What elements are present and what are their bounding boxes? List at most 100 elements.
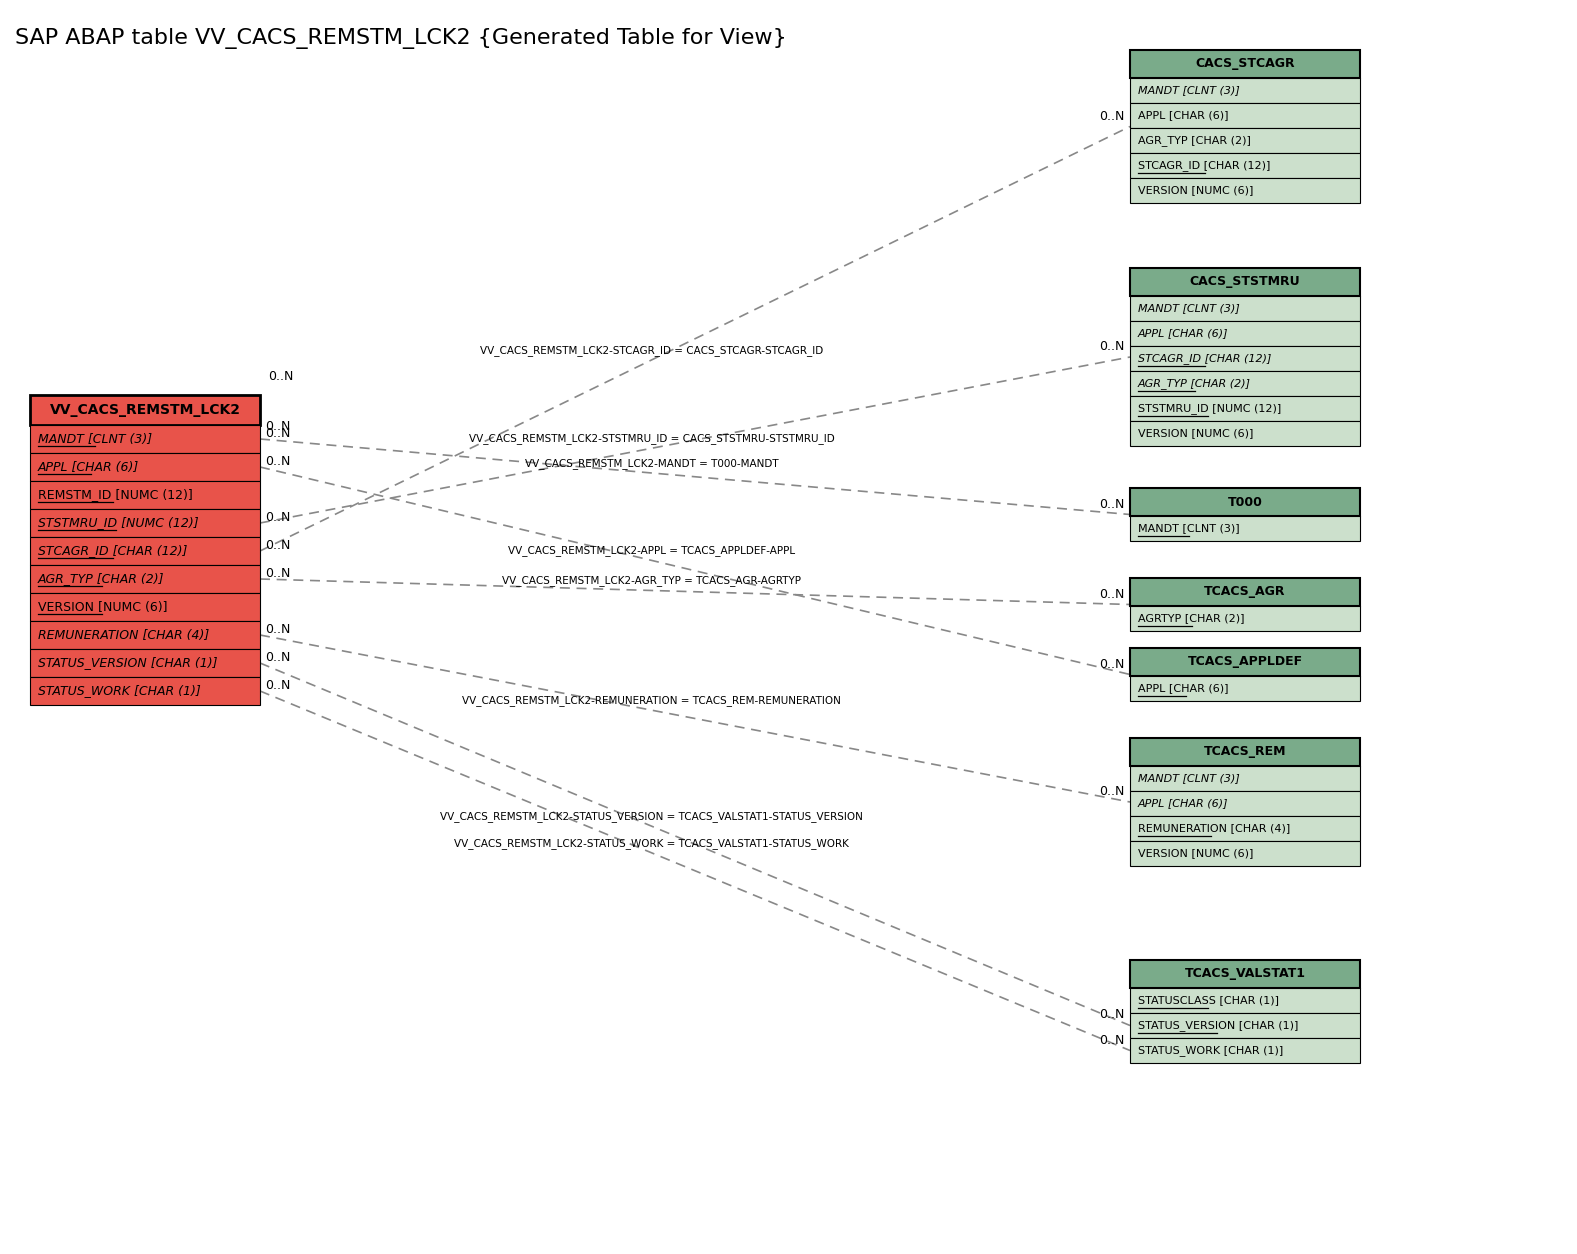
Bar (1131, 103, 1359, 128)
Bar (1131, 578, 1359, 606)
Text: 0..N: 0..N (265, 428, 290, 440)
Text: APPL [CHAR (6)]: APPL [CHAR (6)] (1139, 799, 1228, 809)
Bar (1131, 816, 1359, 841)
Text: VV_CACS_REMSTM_LCK2-REMUNERATION = TCACS_REM-REMUNERATION: VV_CACS_REMSTM_LCK2-REMUNERATION = TCACS… (462, 695, 841, 706)
Bar (30, 677, 260, 705)
Text: 0..N: 0..N (1099, 1033, 1124, 1047)
Text: 0..N: 0..N (1099, 340, 1124, 352)
Text: VV_CACS_REMSTM_LCK2-STCAGR_ID = CACS_STCAGR-STCAGR_ID: VV_CACS_REMSTM_LCK2-STCAGR_ID = CACS_STC… (479, 345, 823, 356)
Bar (1131, 50, 1359, 78)
Text: REMUNERATION [CHAR (4)]: REMUNERATION [CHAR (4)] (1139, 824, 1290, 834)
Text: STCAGR_ID [CHAR (12)]: STCAGR_ID [CHAR (12)] (1139, 161, 1271, 171)
Bar (1131, 321, 1359, 346)
Text: 0..N: 0..N (1099, 657, 1124, 671)
Bar (30, 509, 260, 537)
Bar (1131, 128, 1359, 153)
Text: CACS_STSTMRU: CACS_STSTMRU (1189, 276, 1301, 288)
Text: STSTMRU_ID [NUMC (12)]: STSTMRU_ID [NUMC (12)] (38, 517, 199, 529)
Bar (30, 453, 260, 482)
Bar (1131, 961, 1359, 988)
Text: VV_CACS_REMSTM_LCK2-STATUS_VERSION = TCACS_VALSTAT1-STATUS_VERSION: VV_CACS_REMSTM_LCK2-STATUS_VERSION = TCA… (440, 811, 863, 823)
Text: AGR_TYP [CHAR (2)]: AGR_TYP [CHAR (2)] (38, 573, 164, 586)
Bar (30, 593, 260, 621)
Text: VERSION [NUMC (6)]: VERSION [NUMC (6)] (1139, 849, 1254, 859)
Text: 0..N: 0..N (265, 420, 290, 433)
Text: 0..N: 0..N (265, 678, 290, 692)
Bar (1131, 268, 1359, 296)
Text: VV_CACS_REMSTM_LCK2-STSTMRU_ID = CACS_STSTMRU-STSTMRU_ID: VV_CACS_REMSTM_LCK2-STSTMRU_ID = CACS_ST… (468, 434, 834, 444)
Bar (1131, 153, 1359, 178)
Text: TCACS_VALSTAT1: TCACS_VALSTAT1 (1184, 968, 1306, 981)
Text: 0..N: 0..N (265, 651, 290, 665)
Bar (1131, 766, 1359, 791)
Text: 0..N: 0..N (265, 623, 290, 636)
Bar (1131, 296, 1359, 321)
Bar (1131, 791, 1359, 816)
Text: VV_CACS_REMSTM_LCK2-MANDT = T000-MANDT: VV_CACS_REMSTM_LCK2-MANDT = T000-MANDT (525, 458, 779, 469)
Bar (1131, 676, 1359, 701)
Text: VERSION [NUMC (6)]: VERSION [NUMC (6)] (38, 601, 167, 613)
Bar (1131, 178, 1359, 203)
Text: CACS_STCAGR: CACS_STCAGR (1195, 58, 1295, 70)
Text: VV_CACS_REMSTM_LCK2-APPL = TCACS_APPLDEF-APPL: VV_CACS_REMSTM_LCK2-APPL = TCACS_APPLDEF… (508, 545, 795, 557)
Text: 0..N: 0..N (265, 539, 290, 552)
Text: APPL [CHAR (6)]: APPL [CHAR (6)] (1139, 683, 1228, 693)
Text: STATUS_VERSION [CHAR (1)]: STATUS_VERSION [CHAR (1)] (38, 657, 218, 670)
Text: T000: T000 (1227, 495, 1263, 509)
Bar (1131, 515, 1359, 540)
Text: 0..N: 0..N (265, 567, 290, 581)
Text: STCAGR_ID [CHAR (12)]: STCAGR_ID [CHAR (12)] (38, 544, 188, 558)
Text: AGR_TYP [CHAR (2)]: AGR_TYP [CHAR (2)] (1139, 377, 1251, 389)
Bar (1131, 488, 1359, 515)
Bar (1131, 648, 1359, 676)
Bar (1131, 1038, 1359, 1063)
Bar (1131, 371, 1359, 396)
Text: STCAGR_ID [CHAR (12)]: STCAGR_ID [CHAR (12)] (1139, 354, 1271, 364)
Text: STATUS_VERSION [CHAR (1)]: STATUS_VERSION [CHAR (1)] (1139, 1020, 1298, 1031)
Text: REMSTM_ID [NUMC (12)]: REMSTM_ID [NUMC (12)] (38, 489, 192, 502)
Bar (1131, 739, 1359, 766)
Text: REMUNERATION [CHAR (4)]: REMUNERATION [CHAR (4)] (38, 628, 210, 642)
Bar (1131, 346, 1359, 371)
Bar (1131, 421, 1359, 446)
Text: STATUS_WORK [CHAR (1)]: STATUS_WORK [CHAR (1)] (1139, 1045, 1284, 1056)
Text: MANDT [CLNT (3)]: MANDT [CLNT (3)] (1139, 303, 1240, 314)
Bar (1131, 988, 1359, 1013)
Text: VV_CACS_REMSTM_LCK2-STATUS_WORK = TCACS_VALSTAT1-STATUS_WORK: VV_CACS_REMSTM_LCK2-STATUS_WORK = TCACS_… (454, 838, 848, 849)
Bar (1131, 606, 1359, 631)
Text: APPL [CHAR (6)]: APPL [CHAR (6)] (1139, 110, 1228, 120)
Bar (30, 621, 260, 650)
Text: VERSION [NUMC (6)]: VERSION [NUMC (6)] (1139, 186, 1254, 196)
Text: 0..N: 0..N (268, 370, 293, 384)
Bar (30, 395, 260, 425)
Text: APPL [CHAR (6)]: APPL [CHAR (6)] (1139, 329, 1228, 339)
Text: MANDT [CLNT (3)]: MANDT [CLNT (3)] (1139, 523, 1240, 533)
Text: 0..N: 0..N (265, 455, 290, 468)
Text: VERSION [NUMC (6)]: VERSION [NUMC (6)] (1139, 429, 1254, 439)
Text: TCACS_AGR: TCACS_AGR (1205, 586, 1285, 598)
Text: AGR_TYP [CHAR (2)]: AGR_TYP [CHAR (2)] (1139, 135, 1251, 145)
Text: VV_CACS_REMSTM_LCK2: VV_CACS_REMSTM_LCK2 (49, 403, 241, 418)
Bar (30, 425, 260, 453)
Bar (30, 650, 260, 677)
Text: TCACS_APPLDEF: TCACS_APPLDEF (1187, 656, 1303, 668)
Bar (1131, 841, 1359, 867)
Text: MANDT [CLNT (3)]: MANDT [CLNT (3)] (1139, 774, 1240, 784)
Text: STATUSCLASS [CHAR (1)]: STATUSCLASS [CHAR (1)] (1139, 996, 1279, 1006)
Bar (30, 566, 260, 593)
Text: MANDT [CLNT (3)]: MANDT [CLNT (3)] (1139, 85, 1240, 95)
Bar (30, 482, 260, 509)
Bar (1131, 1013, 1359, 1038)
Text: APPL [CHAR (6)]: APPL [CHAR (6)] (38, 460, 139, 474)
Text: 0..N: 0..N (1099, 109, 1124, 123)
Text: 0..N: 0..N (1099, 785, 1124, 798)
Bar (1131, 396, 1359, 421)
Text: AGRTYP [CHAR (2)]: AGRTYP [CHAR (2)] (1139, 613, 1244, 623)
Text: TCACS_REM: TCACS_REM (1203, 745, 1287, 759)
Text: VV_CACS_REMSTM_LCK2-AGR_TYP = TCACS_AGR-AGRTYP: VV_CACS_REMSTM_LCK2-AGR_TYP = TCACS_AGR-… (501, 576, 801, 587)
Text: 0..N: 0..N (1099, 588, 1124, 601)
Text: 0..N: 0..N (1099, 498, 1124, 510)
Text: 0..N: 0..N (265, 510, 290, 524)
Text: 0..N: 0..N (1099, 1008, 1124, 1022)
Bar (30, 537, 260, 566)
